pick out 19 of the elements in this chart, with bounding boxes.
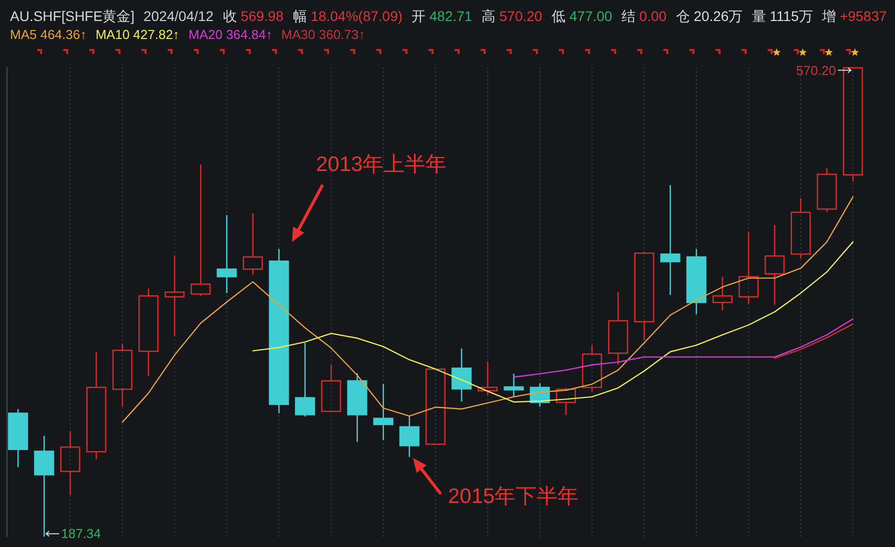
text: 高 570.20 (482, 8, 542, 24)
text: 仓 20.26万 (676, 8, 743, 24)
text: 量 1115万 (752, 8, 813, 24)
text: 结 0.00 (621, 8, 667, 24)
text: MA10 427.82↑ (96, 27, 180, 42)
text: MA20 364.84↑ (188, 27, 272, 42)
text: 幅 18.04%(87.09) (292, 8, 403, 24)
annotation: 2015年下半年 (448, 485, 579, 508)
text: 收 569.98 (222, 8, 284, 24)
annotation: 570.20 (796, 62, 836, 78)
annotation: 2013年上半年 (316, 153, 447, 176)
text: MA30 360.73↑ (281, 27, 366, 42)
text: 增 +95837 (820, 8, 888, 24)
text: MA5 464.36↑ (10, 27, 87, 42)
text: 2024/04/12 (144, 8, 214, 24)
text: 开 482.71 (412, 8, 472, 24)
text: 低 477.00 (552, 8, 612, 24)
annotation: 187.34 (61, 526, 101, 542)
chart-title: AU.SHF[SHFE黄金] (10, 8, 134, 24)
